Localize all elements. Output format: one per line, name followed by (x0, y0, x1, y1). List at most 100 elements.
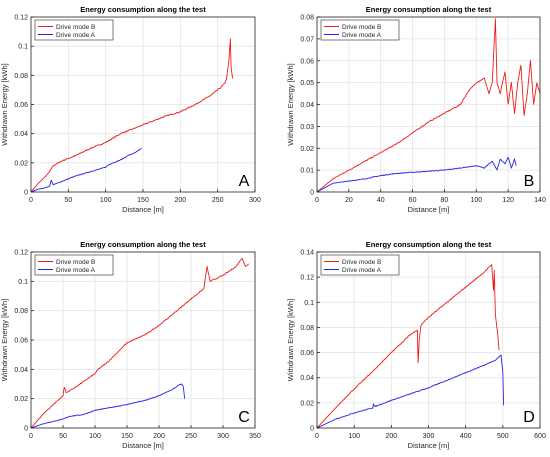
y-tick-label: 0.01 (300, 168, 314, 175)
x-tick-label: 100 (470, 197, 482, 204)
legend-box (320, 19, 400, 41)
legend-label: Drive mode A (342, 267, 382, 274)
x-tick-label: 0 (29, 197, 33, 204)
x-tick-label: 300 (423, 433, 435, 440)
chart-title: Energy consumption along the test (366, 240, 492, 249)
chart-panel-c: 0 50 100 150 200 250 300 350 0 0.02 0.04 0.06 0.08 0.… (0, 240, 261, 450)
panel-letter: C (238, 409, 250, 426)
series-line-drive-mode-b (316, 18, 541, 193)
x-tick-label: 0 (315, 197, 319, 204)
x-tick-label: 200 (385, 433, 397, 440)
panel-letter-bg (235, 172, 253, 190)
y-tick-label: 0.06 (14, 338, 28, 345)
x-tick-label: 140 (534, 197, 546, 204)
y-tick-label: 0.1 (304, 300, 314, 307)
chart-panel-d: 0 100 200 300 400 500 600 0 0.02 0.04 0.06 0.08 0.1 0… (286, 240, 546, 450)
legend-label: Drive mode B (342, 259, 381, 266)
panel-letter: D (523, 409, 535, 426)
x-tick-label: 120 (502, 197, 514, 204)
legend-box (34, 19, 114, 41)
x-tick-label: 0 (315, 433, 319, 440)
y-axis-label: Withdrawn Energy [kWh] (286, 63, 295, 146)
legend-box (34, 254, 114, 276)
y-tick-label: 0.08 (14, 308, 28, 315)
x-tick-label: 600 (534, 433, 546, 440)
x-tick-label: 200 (153, 433, 165, 440)
x-tick-label: 0 (29, 433, 33, 440)
x-tick-label: 100 (89, 433, 101, 440)
y-tick-label: 0.02 (14, 160, 28, 167)
chart-title: Energy consumption along the test (366, 5, 492, 14)
series-line-drive-mode-a (316, 156, 517, 193)
x-tick-label: 100 (348, 433, 360, 440)
series-line-drive-mode-a (316, 354, 505, 429)
y-tick-label: 0.12 (300, 275, 314, 282)
x-tick-label: 50 (64, 197, 72, 204)
y-tick-label: 0 (310, 426, 314, 433)
legend-label: Drive mode A (56, 32, 96, 39)
x-tick-label: 300 (217, 433, 229, 440)
x-tick-label: 200 (174, 197, 186, 204)
y-tick-label: 0 (310, 190, 314, 197)
y-axis-label: Withdrawn Energy [kWh] (0, 63, 9, 146)
x-tick-label: 250 (185, 433, 197, 440)
y-tick-label: 0 (24, 190, 28, 197)
panel-letter: B (524, 173, 535, 190)
legend-label: Drive mode A (342, 32, 382, 39)
panel-letter-bg (520, 408, 538, 426)
series-line-drive-mode-a (30, 147, 142, 193)
x-tick-label: 400 (460, 433, 472, 440)
legend-box (320, 254, 400, 276)
y-tick-label: 0.06 (14, 102, 28, 109)
x-tick-label: 60 (409, 197, 417, 204)
legend-label: Drive mode A (56, 267, 96, 274)
panel-letter-bg (520, 172, 538, 190)
y-tick-label: 0.04 (14, 131, 28, 138)
chart-title: Energy consumption along the test (80, 5, 206, 14)
y-tick-label: 0.06 (300, 350, 314, 357)
x-tick-label: 300 (249, 197, 261, 204)
y-tick-label: 0.02 (300, 146, 314, 153)
y-tick-label: 0.03 (300, 124, 314, 131)
y-tick-label: 0.07 (300, 36, 314, 43)
x-tick-label: 100 (100, 197, 112, 204)
y-tick-label: 0.05 (300, 80, 314, 87)
y-tick-label: 0.08 (300, 15, 314, 22)
x-axis-label: Distance [m] (408, 441, 450, 450)
y-tick-label: 0.06 (300, 58, 314, 65)
y-tick-label: 0.04 (300, 375, 314, 382)
series-line-drive-mode-b (30, 257, 249, 429)
legend-label: Drive mode B (56, 259, 95, 266)
y-axis-label: Withdrawn Energy [kWh] (286, 299, 295, 382)
legend-label: Drive mode B (342, 24, 381, 31)
y-tick-label: 0.1 (18, 279, 28, 286)
x-axis-label: Distance [m] (122, 441, 164, 450)
x-tick-label: 350 (249, 433, 261, 440)
x-tick-label: 20 (345, 197, 353, 204)
legend-label: Drive mode B (56, 24, 95, 31)
x-tick-label: 500 (497, 433, 509, 440)
y-tick-label: 0.08 (300, 325, 314, 332)
x-tick-label: 250 (212, 197, 224, 204)
y-axis-label: Withdrawn Energy [kWh] (0, 299, 9, 382)
series-line-drive-mode-b (316, 264, 500, 429)
y-tick-label: 0.04 (300, 102, 314, 109)
y-tick-label: 0.04 (14, 367, 28, 374)
x-axis-label: Distance [m] (408, 205, 450, 214)
chart-panel-a: 0 50 100 150 200 250 300 0 0.02 0.04 0.06 0.08 0.1 0.… (0, 5, 261, 214)
y-tick-label: 0 (24, 426, 28, 433)
chart-panel-b: 0 20 40 60 80 100 120 140 0 0.01 0.02 0.03 0.04 0.05 0… (286, 5, 546, 214)
x-axis-label: Distance [m] (122, 205, 164, 214)
x-tick-label: 50 (59, 433, 67, 440)
y-tick-label: 0.1 (18, 44, 28, 51)
y-tick-label: 0.02 (300, 400, 314, 407)
x-tick-label: 40 (377, 197, 385, 204)
x-tick-label: 150 (137, 197, 149, 204)
y-tick-label: 0.12 (14, 250, 28, 257)
series-line-drive-mode-b (30, 38, 234, 193)
chart-title: Energy consumption along the test (80, 240, 206, 249)
y-tick-label: 0.08 (14, 73, 28, 80)
y-tick-label: 0.02 (14, 396, 28, 403)
x-tick-label: 150 (121, 433, 133, 440)
